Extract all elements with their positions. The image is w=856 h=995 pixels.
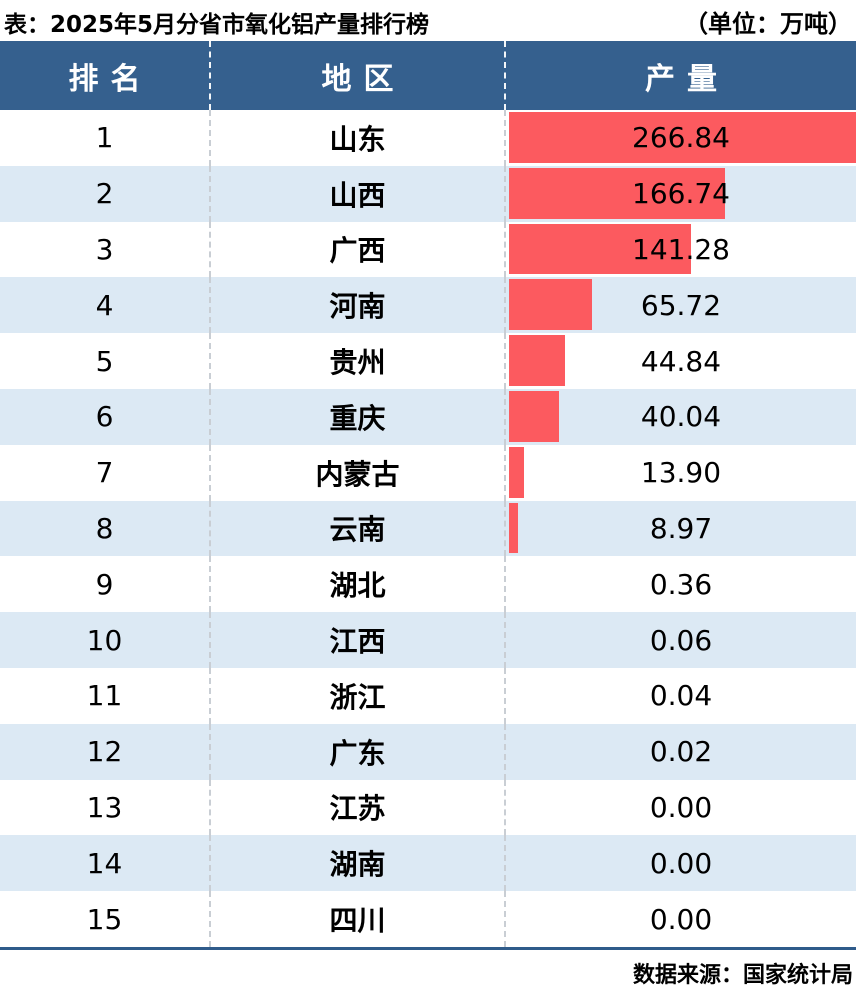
value-label: 0.00 [649,846,713,880]
table-body: 1 山东 266.84 2 山西 166.74 3 广西 141.28 4 河南… [0,110,856,947]
region-cell: 江西 [211,612,506,668]
region-cell: 广西 [211,221,506,278]
region-cell: 四川 [211,891,506,947]
table-footer: 数据来源：国家统计局 [0,947,856,995]
output-cell: 0.00 [506,891,856,947]
rank-cell: 2 [0,165,211,222]
table-header: 排名 地区 产量 [0,41,856,110]
value-label: 0.36 [649,567,713,601]
region-cell: 湖北 [211,556,506,613]
table-row: 15 四川 0.00 [0,891,856,947]
output-cell: 0.00 [506,835,856,891]
rank-cell: 10 [0,612,211,668]
header-output: 产量 [645,61,729,97]
rank-cell: 13 [0,779,211,836]
value-label: 0.00 [649,902,713,936]
table-row: 4 河南 65.72 [0,277,856,334]
table-row: 8 云南 8.97 [0,500,856,557]
rank-cell: 1 [0,110,211,166]
output-cell: 40.04 [506,389,856,445]
rank-cell: 11 [0,667,211,724]
value-bar [509,446,525,498]
output-cell: 0.36 [506,556,856,612]
rank-cell: 15 [0,891,211,947]
value-label: 0.06 [649,623,713,657]
region-cell: 河南 [211,277,506,334]
region-cell: 重庆 [211,388,506,445]
table-row: 12 广东 0.02 [0,723,856,780]
region-cell: 湖南 [211,835,506,892]
header-region: 地区 [211,41,506,110]
value-label: 44.84 [640,344,722,378]
value-label: 266.84 [632,121,730,155]
region-cell: 山东 [211,110,506,166]
value-bar [509,112,856,163]
table-row: 3 广西 141.28 [0,221,856,278]
region-cell: 贵州 [211,333,506,389]
value-bar [509,167,725,219]
title-bar: 表：2025年5月分省市氧化铝产量排行榜 （单位：万吨） [0,0,856,41]
unit-label: （单位：万吨） [684,10,852,38]
value-bar [509,390,559,442]
value-bar [509,335,565,386]
rank-cell: 3 [0,221,211,278]
region-cell: 云南 [211,500,506,557]
table-row: 7 内蒙古 13.90 [0,444,856,501]
value-label: 0.02 [649,735,713,769]
value-label: 40.04 [640,400,722,434]
table-row: 9 湖北 0.36 [0,556,856,613]
output-cell: 141.28 [506,222,856,278]
rank-cell: 7 [0,444,211,501]
table-row: 2 山西 166.74 [0,165,856,222]
region-cell: 江苏 [211,779,506,836]
rank-cell: 12 [0,723,211,780]
region-cell: 广东 [211,723,506,780]
region-cell: 浙江 [211,667,506,724]
value-bar [509,502,518,554]
rank-cell: 4 [0,277,211,334]
value-label: 0.04 [649,679,713,713]
table-row: 13 江苏 0.00 [0,779,856,836]
output-cell: 0.06 [506,612,856,668]
output-cell: 8.97 [506,501,856,557]
table-row: 6 重庆 40.04 [0,388,856,445]
value-label: 65.72 [640,288,722,322]
rank-cell: 14 [0,835,211,892]
rank-cell: 8 [0,500,211,557]
table-row: 10 江西 0.06 [0,612,856,668]
output-cell: 266.84 [506,110,856,166]
header-rank: 排名 [0,41,211,110]
rank-cell: 5 [0,333,211,389]
output-cell: 13.90 [506,445,856,501]
region-cell: 内蒙古 [211,444,506,501]
output-cell: 0.00 [506,780,856,836]
page-title: 表：2025年5月分省市氧化铝产量排行榜 [4,11,430,38]
value-label: 166.74 [632,177,730,211]
value-label: 0.00 [649,790,713,824]
value-label: 141.28 [632,232,730,266]
table-row: 14 湖南 0.00 [0,835,856,892]
table-row: 11 浙江 0.04 [0,667,856,724]
table-row: 1 山东 266.84 [0,110,856,166]
output-cell: 0.02 [506,724,856,780]
rank-cell: 6 [0,388,211,445]
region-cell: 山西 [211,165,506,222]
output-cell: 65.72 [506,277,856,333]
output-cell: 0.04 [506,668,856,724]
data-source-label: 数据来源：国家统计局 [632,962,853,988]
value-label: 8.97 [649,511,713,545]
value-label: 13.90 [640,456,722,490]
table-row: 5 贵州 44.84 [0,333,856,389]
output-cell: 166.74 [506,166,856,222]
value-bar [509,279,593,331]
output-cell: 44.84 [506,333,856,389]
rank-cell: 9 [0,556,211,613]
value-bar [509,223,692,275]
